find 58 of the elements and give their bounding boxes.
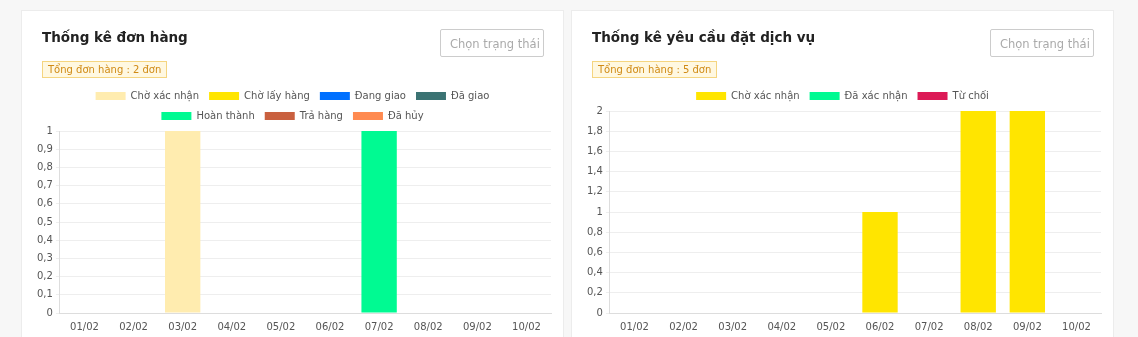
select-field: Chọn trạng thái: [990, 29, 1094, 57]
x-tick-label: 05/02: [266, 320, 296, 332]
x-tick-label: 04/02: [767, 320, 797, 332]
y-tick-label: 1: [596, 205, 603, 217]
legend-label: Đã giao: [450, 89, 490, 101]
y-tick-label: 0,9: [37, 142, 53, 154]
legend-label: Trả hàng: [298, 109, 343, 121]
y-tick-label: 0,2: [587, 286, 603, 298]
y-tick-label: 0,6: [37, 197, 53, 209]
y-tick-label: 1,4: [587, 165, 603, 177]
x-tick-label: 10/02: [1062, 320, 1091, 332]
x-tick-label: 03/02: [718, 320, 748, 332]
x-tick-label: 08/02: [413, 320, 443, 332]
legend-label: Đã hủy: [387, 109, 424, 121]
y-tick-label: 0,2: [37, 270, 53, 282]
y-tick-label: 1: [46, 124, 53, 136]
y-tick-label: 0: [46, 306, 53, 318]
legend-label: Đang giao: [354, 89, 406, 101]
legend-label: Chờ lấy hàng: [244, 89, 310, 101]
x-tick-label: 10/02: [512, 320, 541, 332]
legend-label: Chờ xác nhận: [731, 89, 800, 102]
x-tick-label: 01/02: [620, 320, 649, 332]
x-tick-label: 06/02: [315, 320, 345, 332]
y-tick-label: 0,4: [37, 233, 53, 245]
y-tick-label: 0,1: [37, 288, 53, 300]
x-tick-label: 02/02: [669, 320, 698, 332]
y-tick-label: 1,8: [587, 124, 603, 136]
x-tick-label: 04/02: [217, 320, 247, 332]
legend-label: Chờ xác nhận: [130, 89, 200, 102]
y-tick-label: 0,6: [587, 245, 603, 257]
y-tick-label: 0,3: [37, 251, 53, 263]
y-tick-label: 0,8: [587, 225, 603, 237]
legend-label: Hoàn thành: [196, 109, 255, 121]
x-tick-label: 08/02: [963, 320, 993, 332]
x-tick-label: 09/02: [1012, 320, 1042, 332]
y-tick-label: 1,6: [587, 144, 603, 156]
y-tick-label: 2: [596, 104, 603, 116]
x-tick-label: 06/02: [865, 320, 895, 332]
chart-title: Thống kê yêu cầu đặt dịch vụ: [592, 29, 816, 45]
x-tick-label: 01/02: [70, 320, 99, 332]
text: Tổng đơn hàng : 2 đơn: [42, 61, 168, 78]
x-tick-label: 02/02: [119, 320, 148, 332]
y-tick-label: 0,5: [37, 215, 53, 227]
legend-label: Từ chối: [951, 89, 989, 101]
y-tick-label: 0: [596, 306, 603, 318]
y-tick-label: 0,7: [37, 179, 53, 191]
y-tick-label: 0,8: [37, 160, 53, 172]
x-tick-label: 09/02: [462, 320, 492, 332]
x-tick-label: 03/02: [168, 320, 198, 332]
y-tick-label: 1,2: [587, 185, 603, 197]
x-tick-label: 07/02: [364, 320, 394, 332]
text: Tổng đơn hàng : 5 đơn: [592, 61, 718, 78]
select-field: Chọn trạng thái: [440, 29, 544, 57]
chart-title: Thống kê đơn hàng: [42, 29, 188, 45]
legend-label: Đã xác nhận: [844, 89, 908, 102]
x-tick-label: 07/02: [914, 320, 944, 332]
x-tick-label: 05/02: [816, 320, 846, 332]
y-tick-label: 0,4: [587, 266, 603, 278]
